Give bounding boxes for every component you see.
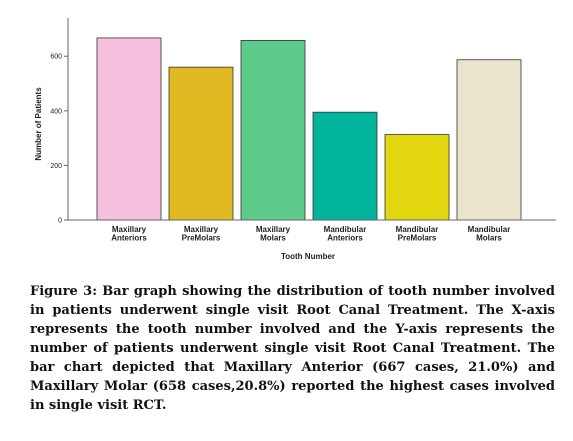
bars [96,37,522,221]
y-tick-label: 200 [50,163,62,170]
x-tick-label-line: Mandibular [324,225,367,234]
x-tick-label: Mandibular Anteriors [324,225,367,243]
x-tick-label: Mandibular PreMolars [396,225,439,243]
x-tick-label: Maxillary PreMolars [182,225,221,243]
bar [240,39,306,221]
x-tick-label-line: Maxillary [184,225,219,234]
x-tick-label-line: Mandibular [468,225,511,234]
x-tick-label-line: Molars [476,234,502,243]
bar [96,37,162,221]
x-tick-label-line: Anteriors [327,234,363,243]
bar [456,59,522,221]
x-tick-label-line: Maxillary [256,225,291,234]
bar [312,111,378,221]
x-tick-label-line: Molars [260,234,286,243]
y-axis-title: Number of Patients [34,87,43,161]
bar [168,66,234,221]
figure-caption: Figure 3: Bar graph showing the distribu… [30,284,555,413]
x-tick-label: Maxillary Molars [256,225,291,243]
x-tick-label-line: Anteriors [111,234,147,243]
x-tick-label-line: PreMolars [182,234,221,243]
bar [384,134,450,221]
y-tick-label: 600 [50,54,62,61]
x-axis-title: Tooth Number [281,252,335,261]
x-tick-label-line: PreMolars [398,234,437,243]
y-axis-ticks: 0 200 400 600 [50,54,68,225]
x-tick-label-line: Mandibular [396,225,439,234]
y-tick-label: 400 [50,108,62,115]
y-tick-label: 0 [58,218,62,225]
x-tick-label: Maxillary Anteriors [111,225,147,243]
x-tick-label-line: Maxillary [112,225,147,234]
x-tick-label: Mandibular Molars [468,225,511,243]
